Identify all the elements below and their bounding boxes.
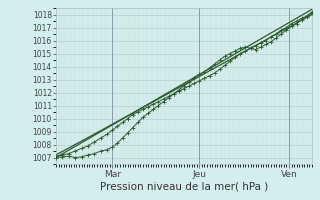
X-axis label: Pression niveau de la mer( hPa ): Pression niveau de la mer( hPa ) [100, 181, 268, 191]
